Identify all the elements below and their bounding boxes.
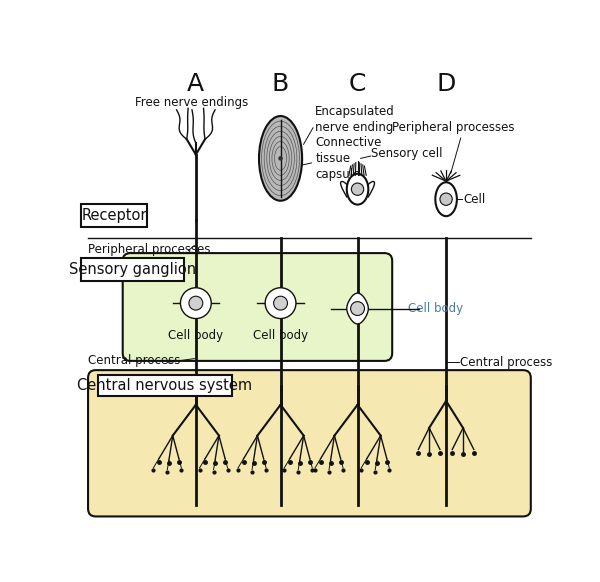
Circle shape (181, 288, 211, 318)
FancyBboxPatch shape (88, 370, 531, 516)
Text: Sensory cell: Sensory cell (371, 147, 443, 159)
FancyBboxPatch shape (81, 204, 148, 227)
Text: Connective
tissue
capsule: Connective tissue capsule (315, 136, 382, 181)
Text: Receptor: Receptor (82, 208, 147, 223)
Text: Peripheral processes: Peripheral processes (392, 121, 515, 134)
Circle shape (352, 183, 364, 196)
FancyBboxPatch shape (123, 253, 392, 361)
Text: A: A (187, 72, 205, 95)
Text: Peripheral processes: Peripheral processes (88, 243, 211, 255)
Circle shape (350, 301, 364, 315)
Text: Cell: Cell (463, 193, 485, 205)
Circle shape (274, 296, 287, 310)
Text: Central process: Central process (88, 354, 181, 367)
Ellipse shape (436, 182, 457, 216)
Text: Encapsulated
nerve ending: Encapsulated nerve ending (315, 105, 395, 134)
Ellipse shape (347, 174, 368, 205)
Text: Cell body: Cell body (407, 302, 463, 315)
Circle shape (278, 156, 283, 161)
Ellipse shape (259, 116, 302, 201)
Polygon shape (347, 293, 368, 324)
Text: C: C (349, 72, 366, 95)
Circle shape (265, 288, 296, 318)
Text: Cell body: Cell body (168, 329, 223, 342)
Text: Central process: Central process (460, 356, 553, 369)
FancyBboxPatch shape (98, 375, 232, 396)
Text: B: B (272, 72, 289, 95)
Text: Cell body: Cell body (253, 329, 308, 342)
Circle shape (440, 193, 452, 205)
Text: Central nervous system: Central nervous system (77, 378, 253, 393)
Text: Sensory ganglion: Sensory ganglion (69, 262, 196, 277)
Text: Free nerve endings: Free nerve endings (136, 97, 248, 109)
Circle shape (189, 296, 203, 310)
FancyBboxPatch shape (81, 258, 184, 281)
Text: D: D (436, 72, 456, 95)
